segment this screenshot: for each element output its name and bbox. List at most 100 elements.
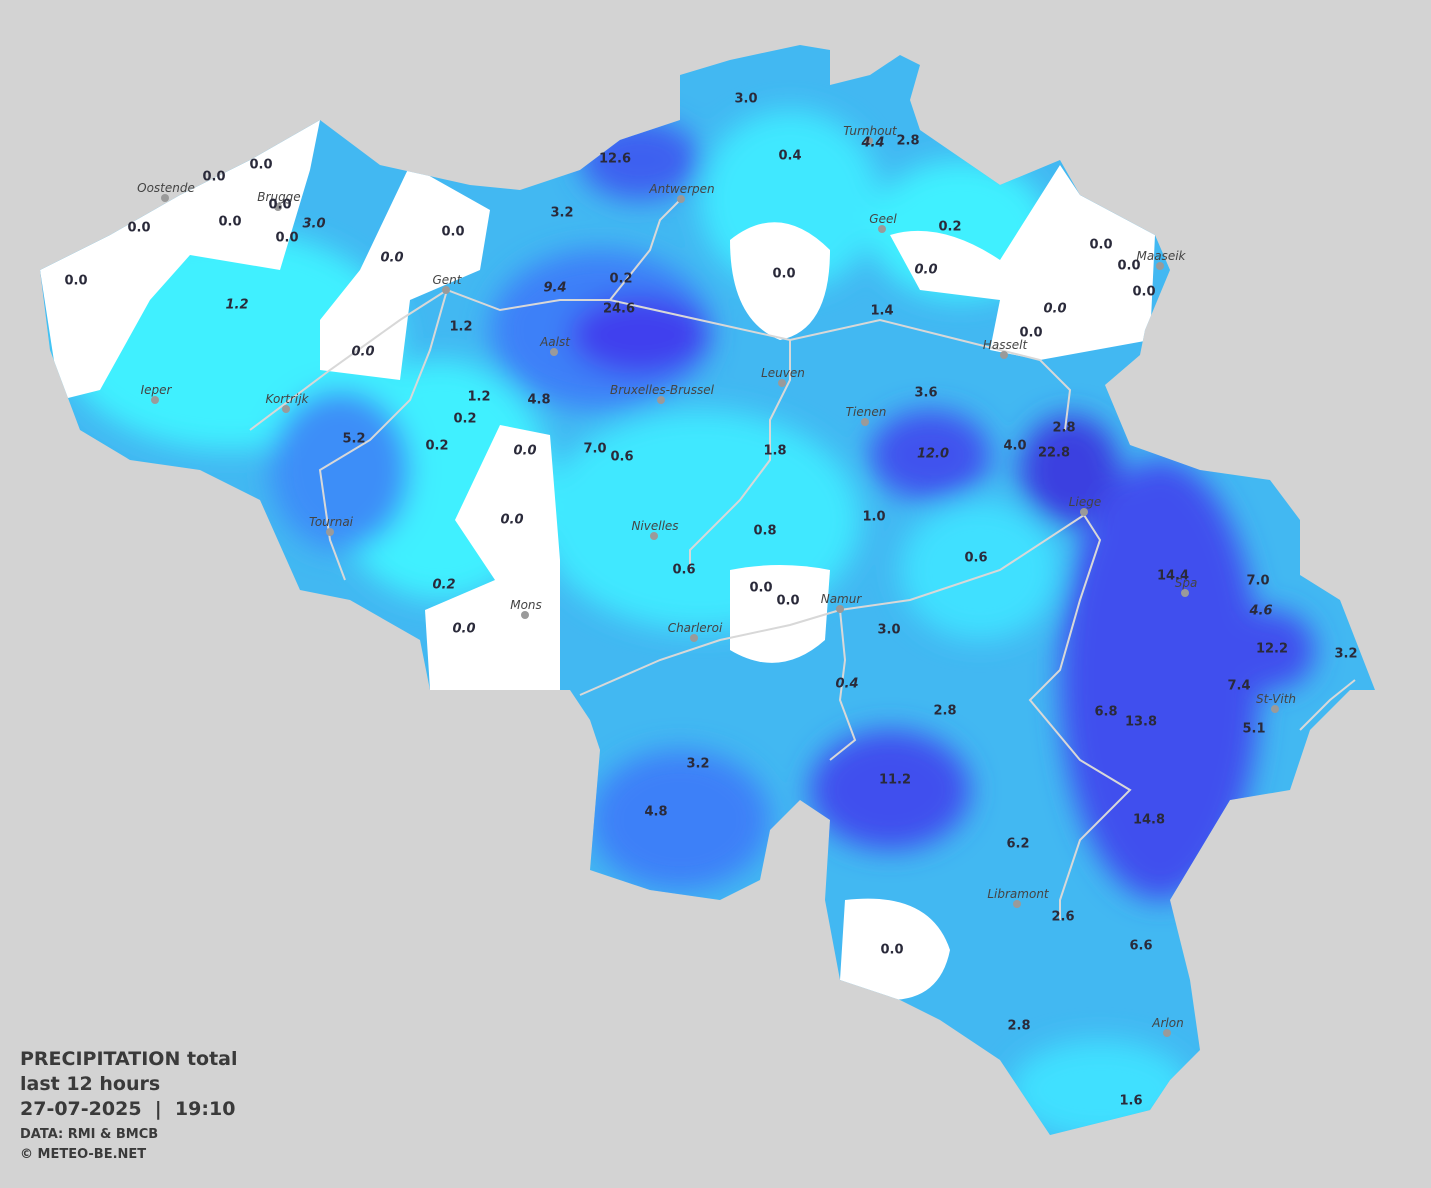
station-value: 2.8 [1052,421,1075,436]
city-label: Tournai [309,515,354,529]
legend-copyright: © METEO-BE.NET [20,1147,146,1162]
station-value: 2.8 [933,704,956,719]
city-label: Hasselt [983,338,1029,352]
station-value: 7.4 [1227,679,1250,694]
city-label: Leuven [761,366,805,380]
city-dot [861,418,869,426]
station-value: 5.2 [342,432,365,447]
legend-source: DATA: RMI & BMCB [20,1127,158,1142]
station-value: 0.2 [453,412,476,427]
city-label: Maaseik [1137,249,1187,263]
station-value: 0.0 [1132,285,1155,300]
station-value: 1.2 [449,320,472,335]
station-value: 0.0 [441,225,464,240]
dry-areas [40,120,1155,1000]
station-value: 6.8 [1094,705,1117,720]
city-dot [836,605,844,613]
city-label: Nivelles [631,519,678,533]
station-value: 1.4 [870,304,893,319]
station-value: 0.6 [672,563,695,578]
station-value: 0.4 [778,149,801,164]
station-value: 0.0 [1089,238,1112,253]
station-value: 13.8 [1125,715,1157,730]
city-dot [690,634,698,642]
station-value: 1.2 [467,390,490,405]
station-value: 0.0 [776,594,799,609]
station-value: 0.4 [835,677,858,692]
city-label: Namur [821,592,863,606]
station-value: 3.2 [1334,647,1357,662]
city-dot [1156,262,1164,270]
station-value: 12.0 [917,447,949,462]
city-dot [282,405,290,413]
station-value: 5.1 [1242,722,1265,737]
station-value: 3.0 [877,623,900,638]
station-value: 0.0 [749,581,772,596]
city-label: Geel [869,212,897,226]
station-value: 0.0 [380,251,403,266]
city-dot [650,532,658,540]
station-value: 0.0 [880,943,903,958]
station-value: 22.8 [1038,446,1070,461]
station-value: 2.8 [896,134,919,149]
station-value: 12.2 [1256,642,1288,657]
station-value: 0.0 [275,231,298,246]
station-value: 7.0 [583,442,606,457]
city-label: Charleroi [668,621,723,635]
city-dot [1163,1029,1171,1037]
city-dot [326,528,334,536]
station-value: 4.8 [644,805,667,820]
city-dot [878,225,886,233]
station-value: 14.8 [1133,813,1165,828]
station-value: 3.0 [302,217,325,232]
station-value: 0.0 [351,345,374,360]
city-dot [657,396,665,404]
station-value: 1.2 [225,298,248,313]
station-value: 0.2 [425,439,448,454]
city-dot [865,137,873,145]
station-value: 12.6 [599,152,631,167]
city-dot [778,379,786,387]
city-label: Liege [1069,495,1101,509]
city-label: Arlon [1151,1016,1183,1030]
station-value: 1.8 [763,444,786,459]
city-label: Gent [433,273,463,287]
station-value: 11.2 [879,773,911,788]
city-dot [1080,508,1088,516]
station-value: 0.0 [202,170,225,185]
city-dot [1181,589,1189,597]
city-dot [521,611,529,619]
station-value: 4.0 [1003,439,1026,454]
station-value: 0.0 [1043,302,1066,317]
station-value: 6.2 [1006,837,1029,852]
city-dot [151,396,159,404]
city-dot [161,194,169,202]
station-value: 0.8 [753,524,776,539]
city-label: St-Vith [1256,692,1296,706]
station-value: 3.6 [914,386,937,401]
city-dot [1000,351,1008,359]
city-label: Aalst [539,335,571,349]
city-label: Oostende [137,181,195,195]
city-label: Tienen [846,405,887,419]
legend-period: last 12 hours [20,1073,160,1095]
station-value: 0.0 [1117,259,1140,274]
city-dot [1013,900,1021,908]
station-value: 9.4 [543,281,566,296]
station-value: 0.0 [268,198,291,213]
city-label: Brugge [257,190,300,204]
station-value: 0.6 [964,551,987,566]
legend: PRECIPITATION total last 12 hours 27-07-… [20,1048,238,1162]
station-value: 1.6 [1119,1094,1142,1109]
city-dot [274,203,282,211]
city-label: Ieper [141,383,173,397]
station-value: 0.0 [1019,326,1042,341]
station-value: 0.2 [432,578,455,593]
station-value: 0.0 [452,622,475,637]
station-value: 0.0 [249,158,272,173]
station-value: 4.6 [1248,604,1272,619]
station-value: 7.0 [1246,574,1269,589]
city-label: Antwerpen [648,182,714,196]
